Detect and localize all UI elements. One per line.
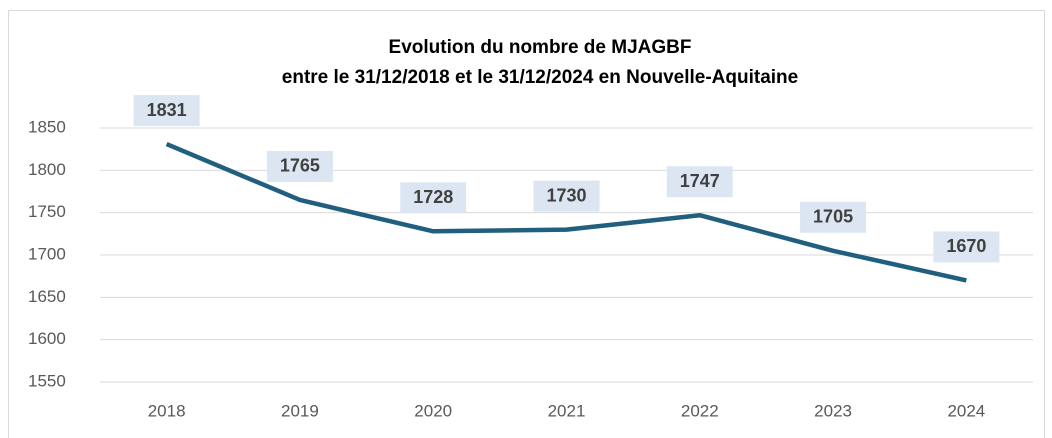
data-label: 1705	[813, 207, 853, 227]
data-label: 1765	[280, 156, 320, 176]
data-label: 1747	[680, 171, 720, 191]
x-tick-label: 2022	[681, 401, 719, 420]
data-label: 1728	[413, 187, 453, 207]
chart-title: entre le 31/12/2018 et le 31/12/2024 en …	[282, 67, 798, 88]
data-label-box	[133, 95, 200, 127]
line	[165, 142, 967, 283]
data-label: 1730	[546, 185, 586, 205]
y-tick-label: 1550	[28, 371, 66, 390]
data-label-box	[533, 180, 600, 212]
y-tick-label: 1600	[28, 329, 66, 348]
x-tick-label: 2023	[814, 401, 852, 420]
y-tick-label: 1750	[28, 202, 66, 221]
y-tick-label: 1850	[28, 117, 66, 136]
data-label: 1670	[946, 236, 986, 256]
y-tick-label: 1650	[28, 287, 66, 306]
x-tick-label: 2019	[281, 401, 319, 420]
y-tick-label: 1800	[28, 160, 66, 179]
x-tick-label: 2018	[148, 401, 186, 420]
data-label-box	[666, 166, 733, 198]
chart-title: Evolution du nombre de MJAGBF	[389, 37, 692, 58]
data-label-box	[400, 182, 467, 214]
x-tick-label: 2024	[947, 401, 985, 420]
x-tick-label: 2021	[548, 401, 586, 420]
y-tick-label: 1700	[28, 244, 66, 263]
x-tick-label: 2020	[414, 401, 452, 420]
chart-border	[8, 10, 1045, 438]
data-label-box	[800, 201, 867, 233]
data-label: 1831	[147, 100, 187, 120]
data-label-box	[933, 231, 1000, 263]
data-label-box	[266, 150, 333, 182]
